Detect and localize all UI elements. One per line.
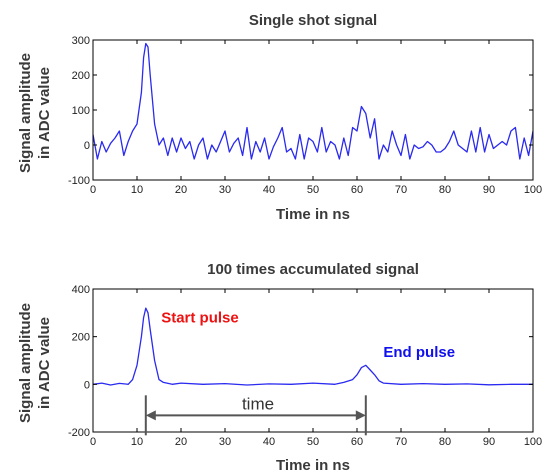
y-tick-label: -100 xyxy=(68,175,90,187)
x-tick-label: 20 xyxy=(175,436,187,448)
x-tick-label: 50 xyxy=(307,184,319,196)
x-tick-label: 10 xyxy=(131,436,143,448)
x-tick-label: 80 xyxy=(439,184,451,196)
x-tick-label: 100 xyxy=(524,436,542,448)
axes-frame xyxy=(93,40,533,180)
x-tick-label: 60 xyxy=(351,184,363,196)
x-tick-label: 90 xyxy=(483,436,495,448)
x-tick-label: 90 xyxy=(483,184,495,196)
y-axis-label-line1: Signal amplitude xyxy=(17,53,34,173)
x-axis-label: Time in ns xyxy=(276,457,350,474)
x-tick-label: 20 xyxy=(175,184,187,196)
x-tick-label: 80 xyxy=(439,436,451,448)
y-tick-label: 400 xyxy=(72,284,90,296)
x-tick-label: 40 xyxy=(263,184,275,196)
x-tick-label: 30 xyxy=(219,184,231,196)
x-axis-label: Time in ns xyxy=(276,206,350,223)
y-tick-label: 200 xyxy=(72,332,90,344)
chart-title: Single shot signal xyxy=(249,12,377,29)
start-pulse-label: Start pulse xyxy=(161,309,239,326)
y-tick-label: 100 xyxy=(72,105,90,117)
x-tick-label: 40 xyxy=(263,436,275,448)
x-tick-label: 70 xyxy=(395,184,407,196)
time-arrow-head-right xyxy=(356,410,366,420)
y-axis-label-line2: in ADC value xyxy=(36,67,53,159)
x-tick-label: 70 xyxy=(395,436,407,448)
y-axis-label-line1: Signal amplitude xyxy=(17,303,34,423)
y-axis-label-line2: in ADC value xyxy=(36,317,53,409)
y-tick-label: 0 xyxy=(84,379,90,391)
y-tick-label: -200 xyxy=(68,427,90,439)
y-tick-label: 200 xyxy=(72,70,90,82)
chart-title: 100 times accumulated signal xyxy=(207,261,419,278)
time-arrow-head-left xyxy=(146,410,156,420)
x-tick-label: 50 xyxy=(307,436,319,448)
x-tick-label: 100 xyxy=(524,184,542,196)
x-tick-label: 30 xyxy=(219,436,231,448)
y-tick-label: 300 xyxy=(72,35,90,47)
series-line-0 xyxy=(93,44,533,160)
time-label: time xyxy=(242,394,274,413)
chart-single-shot: Single shot signal 0 10 20 30 40 50 60 70 80 90 10… xyxy=(17,12,542,223)
x-tick-label: 0 xyxy=(90,436,96,448)
chart-accumulated: 100 times accumulated signal 0 10 20 30 40 50… xyxy=(17,261,542,474)
series-line-0 xyxy=(93,308,533,385)
y-tick-label: 0 xyxy=(84,140,90,152)
x-tick-label: 60 xyxy=(351,436,363,448)
end-pulse-label: End pulse xyxy=(383,344,455,361)
x-tick-label: 10 xyxy=(131,184,143,196)
axes-frame xyxy=(93,289,533,432)
x-tick-label: 0 xyxy=(90,184,96,196)
